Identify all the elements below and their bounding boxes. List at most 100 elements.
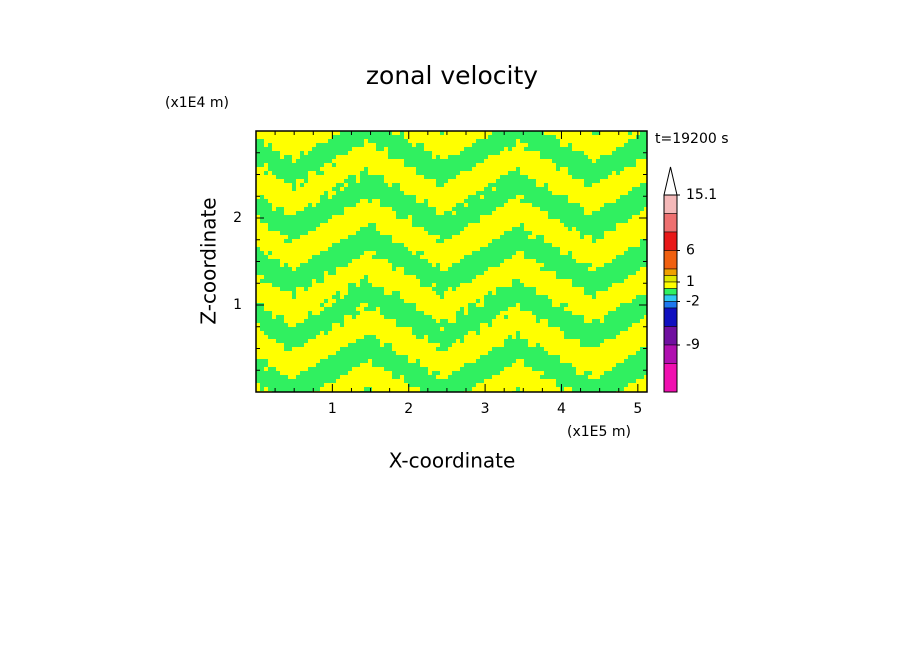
field-cell bbox=[352, 351, 356, 355]
field-cell bbox=[264, 151, 268, 155]
field-cell bbox=[332, 319, 336, 323]
field-cell bbox=[440, 171, 444, 175]
field-cell bbox=[324, 143, 328, 147]
field-cell bbox=[640, 143, 644, 147]
field-cell bbox=[280, 215, 284, 219]
field-cell bbox=[352, 287, 356, 291]
field-cell bbox=[320, 195, 324, 199]
field-cell bbox=[452, 287, 456, 291]
field-cell bbox=[364, 135, 368, 139]
field-cell bbox=[260, 323, 264, 327]
field-cell bbox=[496, 359, 500, 363]
field-cell bbox=[620, 255, 624, 259]
field-cell bbox=[460, 207, 464, 211]
field-cell bbox=[604, 167, 608, 171]
field-cell bbox=[284, 343, 288, 347]
field-cell bbox=[440, 291, 444, 295]
field-cell bbox=[640, 139, 644, 143]
field-cell bbox=[592, 387, 596, 391]
field-cell bbox=[576, 327, 580, 331]
field-cell bbox=[444, 179, 448, 183]
field-cell bbox=[484, 259, 488, 263]
field-cell bbox=[596, 275, 600, 279]
field-cell bbox=[440, 335, 444, 339]
field-cell bbox=[344, 355, 348, 359]
field-cell bbox=[400, 151, 404, 155]
field-cell bbox=[636, 211, 640, 215]
field-cell bbox=[468, 275, 472, 279]
field-cell bbox=[584, 291, 588, 295]
field-cell bbox=[384, 135, 388, 139]
field-cell bbox=[580, 283, 584, 287]
field-cell bbox=[344, 351, 348, 355]
field-cell bbox=[620, 311, 624, 315]
field-cell bbox=[256, 203, 260, 207]
field-cell bbox=[288, 335, 292, 339]
field-cell bbox=[564, 327, 568, 331]
field-cell bbox=[424, 271, 428, 275]
field-cell bbox=[384, 243, 388, 247]
field-cell bbox=[524, 307, 528, 311]
field-cell bbox=[584, 183, 588, 187]
field-cell bbox=[476, 195, 480, 199]
field-cell bbox=[640, 307, 644, 311]
field-cell bbox=[500, 251, 504, 255]
field-cell bbox=[584, 275, 588, 279]
field-cell bbox=[424, 331, 428, 335]
field-cell bbox=[548, 307, 552, 311]
field-cell bbox=[392, 299, 396, 303]
field-cell bbox=[300, 223, 304, 227]
field-cell bbox=[596, 215, 600, 219]
field-cell bbox=[572, 223, 576, 227]
field-cell bbox=[456, 267, 460, 271]
field-cell bbox=[312, 275, 316, 279]
field-cell bbox=[644, 307, 647, 311]
field-cell bbox=[312, 323, 316, 327]
field-cell bbox=[528, 251, 532, 255]
field-cell bbox=[624, 259, 628, 263]
field-cell bbox=[636, 191, 640, 195]
field-cell bbox=[544, 263, 548, 267]
field-cell bbox=[636, 207, 640, 211]
field-cell bbox=[556, 147, 560, 151]
colorbar-segment bbox=[663, 307, 678, 327]
field-cell bbox=[504, 195, 508, 199]
field-cell bbox=[276, 227, 280, 231]
field-cell bbox=[260, 319, 264, 323]
field-cell bbox=[396, 363, 400, 367]
field-cell bbox=[276, 371, 280, 375]
field-cell bbox=[344, 135, 348, 139]
field-cell bbox=[580, 215, 584, 219]
field-cell bbox=[468, 203, 472, 207]
field-cell bbox=[436, 167, 440, 171]
field-cell bbox=[264, 171, 268, 175]
field-cell bbox=[360, 235, 364, 239]
field-cell bbox=[540, 351, 544, 355]
field-cell bbox=[272, 227, 276, 231]
field-cell bbox=[372, 243, 376, 247]
field-cell bbox=[504, 363, 508, 367]
field-cell bbox=[508, 239, 512, 243]
field-cell bbox=[284, 347, 288, 351]
field-cell bbox=[544, 135, 548, 139]
field-cell bbox=[560, 163, 564, 167]
field-cell bbox=[424, 227, 428, 231]
field-cell bbox=[620, 267, 624, 271]
field-cell bbox=[292, 271, 296, 275]
field-cell bbox=[472, 143, 476, 147]
field-cell bbox=[452, 331, 456, 335]
field-cell bbox=[612, 319, 616, 323]
field-cell bbox=[360, 251, 364, 255]
field-cell bbox=[300, 343, 304, 347]
field-cell bbox=[332, 195, 336, 199]
field-cell bbox=[348, 343, 352, 347]
field-cell bbox=[496, 263, 500, 267]
field-cell bbox=[292, 279, 296, 283]
field-cell bbox=[436, 175, 440, 179]
field-cell bbox=[384, 355, 388, 359]
field-cell bbox=[500, 147, 504, 151]
field-cell bbox=[600, 383, 604, 387]
field-cell bbox=[596, 163, 600, 167]
field-cell bbox=[628, 355, 632, 359]
field-cell bbox=[532, 179, 536, 183]
